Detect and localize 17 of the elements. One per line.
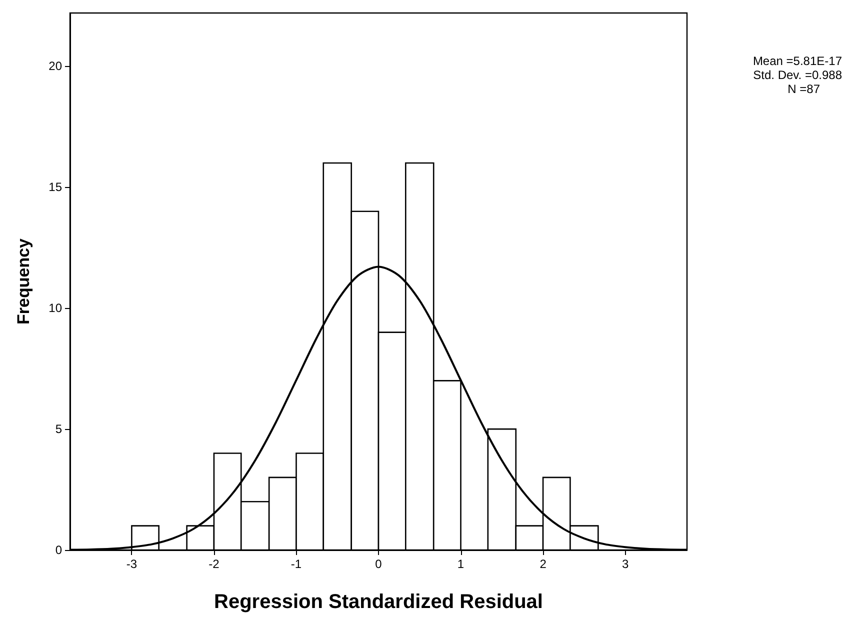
y-tick-label: 10 [48, 301, 62, 316]
x-tick-label: 0 [375, 557, 382, 571]
x-tick-label: -3 [126, 557, 138, 571]
text: Std. Dev. =0.988 [753, 68, 842, 82]
y-tick-label: 0 [55, 543, 62, 557]
y-tick-label: 5 [55, 422, 62, 436]
x-tick-label: -1 [290, 557, 302, 571]
x-tick-label: 3 [622, 557, 629, 571]
y-tick-label: 15 [48, 180, 62, 194]
x-tick-label: 2 [540, 557, 547, 571]
text: N =87 [788, 82, 820, 96]
x-axis-title: Regression Standardized Residual [214, 591, 543, 613]
y-axis-title: Frequency [14, 238, 33, 324]
text: Mean =5.81E-17 [752, 54, 842, 68]
x-tick-label: -2 [208, 557, 220, 571]
x-tick-label: 1 [457, 557, 464, 571]
y-tick-label: 20 [48, 59, 62, 74]
